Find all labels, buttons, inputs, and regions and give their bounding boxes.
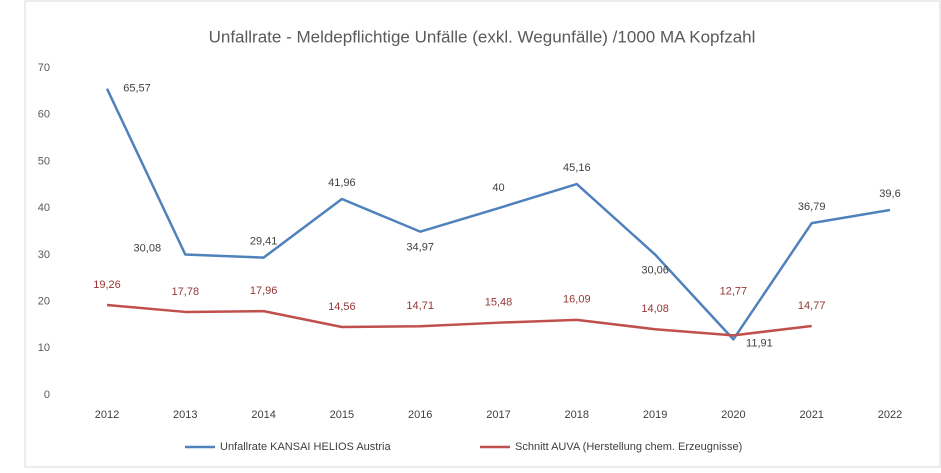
y-tick-label: 70 [38, 62, 50, 74]
x-tick-label: 2012 [95, 409, 119, 421]
series-line [105, 88, 891, 341]
data-label: 14,08 [641, 303, 669, 315]
series-line [106, 303, 812, 337]
data-label: 16,09 [563, 294, 591, 306]
x-tick-label: 2013 [173, 409, 197, 421]
data-label: 11,91 [746, 337, 773, 349]
data-label: 14,71 [406, 300, 434, 312]
data-label: 17,96 [250, 285, 278, 297]
x-tick-label: 2020 [721, 409, 745, 421]
y-tick-label: 10 [38, 342, 50, 354]
x-tick-label: 2014 [251, 409, 275, 421]
data-label: 30,06 [641, 264, 669, 276]
data-label: 12,77 [720, 285, 748, 297]
data-label: 65,57 [123, 83, 151, 95]
y-tick-label: 0 [44, 389, 50, 401]
chart-title: Unfallrate - Meldepflichtige Unfälle (ex… [209, 27, 756, 46]
data-label: 17,78 [172, 286, 200, 298]
data-label: 41,96 [328, 177, 356, 189]
x-tick-label: 2019 [643, 409, 667, 421]
data-label: 29,41 [250, 236, 278, 248]
y-tick-label: 40 [38, 202, 50, 214]
data-label: 40 [492, 182, 504, 194]
y-tick-label: 60 [38, 109, 50, 121]
legend-label: Schnitt AUVA (Herstellung chem. Erzeugni… [515, 441, 742, 453]
y-tick-label: 50 [38, 155, 50, 167]
data-label: 36,79 [798, 201, 826, 213]
y-tick-label: 30 [38, 249, 50, 261]
data-label: 14,56 [328, 301, 356, 313]
x-tick-label: 2015 [330, 409, 354, 421]
chart-frame [24, 0, 941, 468]
x-tick-label: 2021 [799, 409, 823, 421]
data-label: 19,26 [93, 279, 121, 291]
data-label: 15,48 [485, 297, 513, 309]
x-tick-label: 2016 [408, 409, 432, 421]
x-tick-label: 2018 [565, 409, 589, 421]
legend-label: Unfallrate KANSAI HELIOS Austria [220, 441, 391, 453]
data-label: 39,6 [879, 188, 900, 200]
x-tick-label: 2017 [486, 409, 510, 421]
y-tick-label: 20 [38, 295, 50, 307]
data-label: 30,08 [134, 242, 162, 254]
x-tick-label: 2022 [878, 409, 902, 421]
data-label: 34,97 [406, 242, 434, 254]
data-label: 14,77 [798, 300, 826, 312]
data-label: 45,16 [563, 162, 591, 174]
